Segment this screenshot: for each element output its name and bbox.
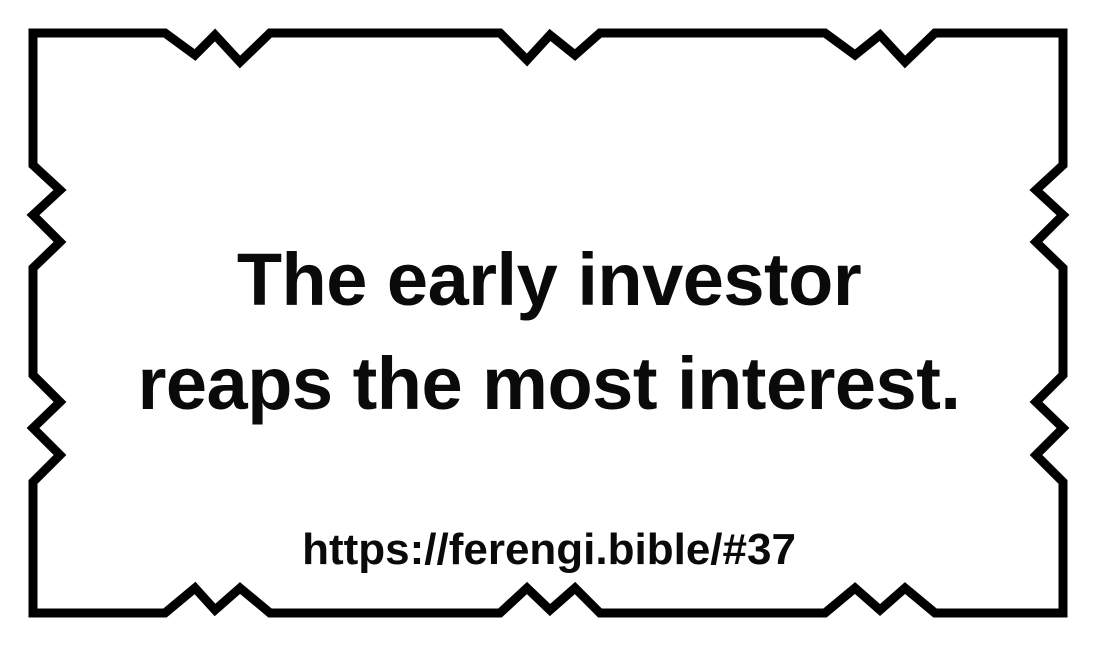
zigzag-border [26,28,1070,618]
source-url: https://ferengi.bible/#37 [302,525,796,574]
quote-text: The early investor reaps the most intere… [60,228,1038,436]
quote-line-1: The early investor [236,238,862,321]
quote-line-2: reaps the most interest. [137,342,961,425]
